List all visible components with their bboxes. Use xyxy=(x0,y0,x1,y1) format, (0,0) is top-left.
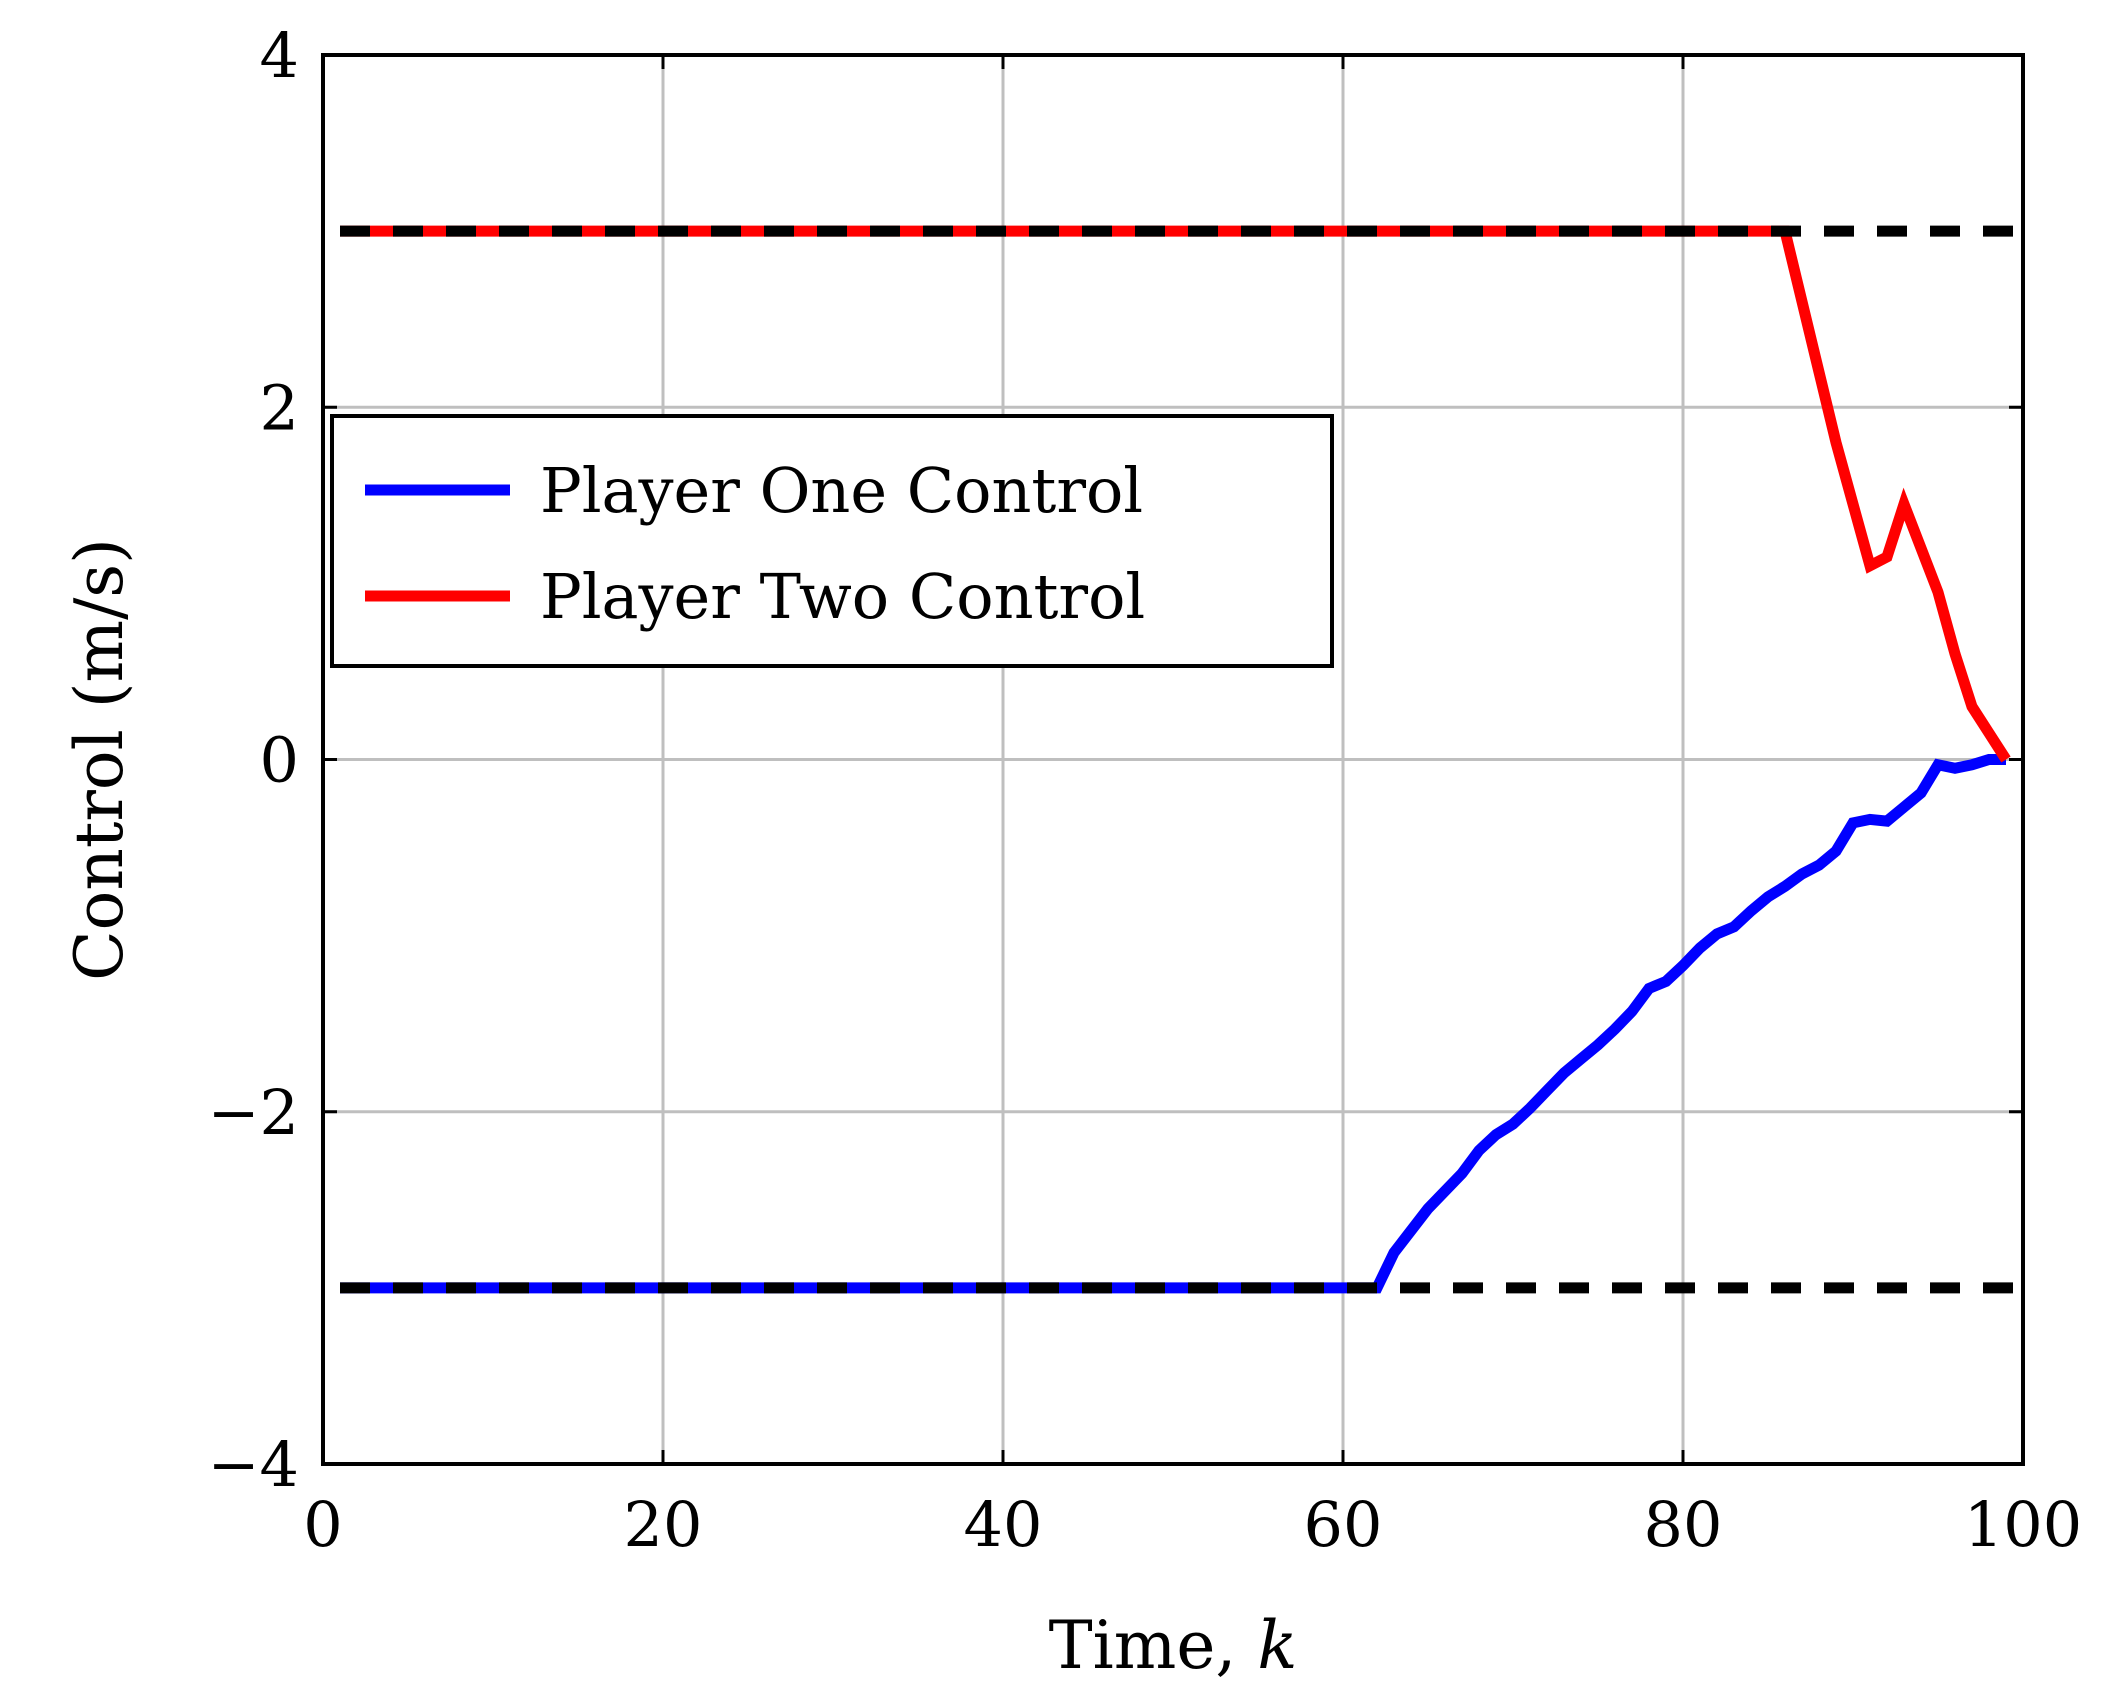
x-tick-label: 60 xyxy=(1304,1488,1383,1561)
legend-label-player-two: Player Two Control xyxy=(540,560,1145,633)
series-line-player-two xyxy=(340,225,2011,763)
y-tick-label: 0 xyxy=(260,724,299,797)
x-tick-label: 100 xyxy=(1964,1488,2082,1561)
x-tick-label: 20 xyxy=(624,1488,703,1561)
y-axis-label: Control (m/s) xyxy=(61,538,138,981)
x-axis-label: Time, k xyxy=(1049,1607,1298,1684)
legend-box xyxy=(330,414,1334,668)
series-layer xyxy=(340,225,2023,1294)
series-line-player-one xyxy=(340,754,2006,1294)
ticks xyxy=(321,53,2025,1466)
y-tick-label: −2 xyxy=(208,1076,299,1149)
x-tick-label: 0 xyxy=(303,1488,342,1561)
legend: Player One Control Player Two Control xyxy=(330,414,1334,668)
y-tick-label: −4 xyxy=(208,1428,299,1501)
legend-label-player-one: Player One Control xyxy=(540,454,1143,527)
y-tick-label: 2 xyxy=(260,371,299,444)
tick-labels: 0 20 40 60 80 100 −4 −2 0 2 4 xyxy=(208,19,2083,1561)
x-tick-label: 40 xyxy=(964,1488,1043,1561)
x-axis-label-variable: k xyxy=(1257,1607,1297,1684)
x-axis-label-text: Time, xyxy=(1049,1607,1258,1684)
x-tick-label: 80 xyxy=(1644,1488,1723,1561)
y-tick-label: 4 xyxy=(260,19,299,92)
